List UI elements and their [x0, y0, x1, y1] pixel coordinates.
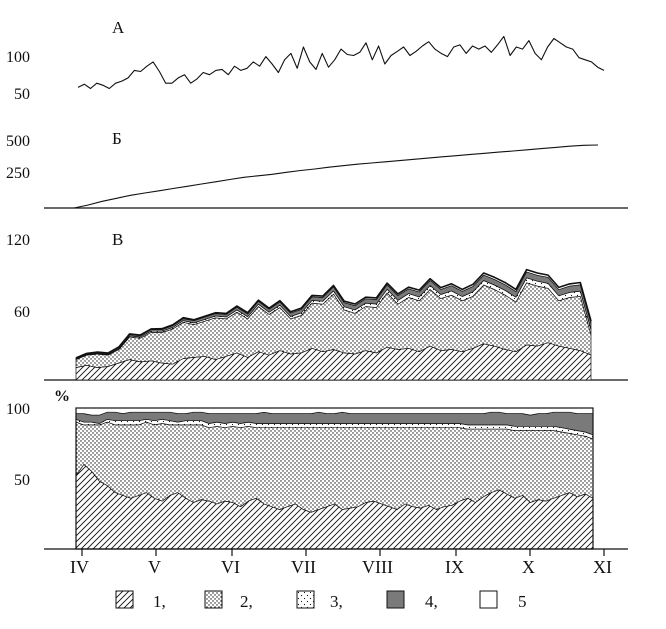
legend-swatch-5	[479, 590, 498, 609]
month-label: IV	[70, 557, 89, 577]
month-label: V	[148, 557, 161, 577]
panel-c-area-total-line	[75, 268, 592, 359]
panel-d-ytick: 50	[14, 472, 30, 489]
panel-c-series	[75, 268, 592, 381]
panel-a-ytick: 50	[14, 86, 30, 103]
panel-b-label: Б	[112, 129, 122, 148]
panel-a-ytick: 100	[6, 49, 30, 66]
month-label: X	[522, 557, 535, 577]
legend-swatch-1	[115, 590, 134, 609]
panel-a-line	[77, 35, 605, 90]
month-label: VI	[221, 557, 240, 577]
month-label: VII	[291, 557, 316, 577]
panel-a-series	[77, 35, 605, 90]
panel-d-ylabel: %	[54, 388, 70, 405]
month-axis: IV V VI VII VIII IX X XI	[70, 549, 612, 577]
panel-a-label: А	[112, 18, 125, 37]
panel-b-ytick: 250	[6, 165, 30, 182]
panel-b: Б 500 250	[6, 129, 628, 209]
panel-c-ytick: 120	[6, 232, 30, 249]
panel-a: А 100 50	[6, 18, 605, 103]
legend-swatch-2	[204, 590, 223, 609]
month-label: XI	[593, 557, 612, 577]
legend-swatch-4	[386, 590, 405, 609]
panel-b-series	[73, 144, 599, 209]
panel-c-ytick: 60	[14, 304, 30, 321]
panel-d-series	[75, 407, 594, 550]
panel-c: В 120 60	[6, 230, 628, 381]
panel-c-label: В	[112, 230, 123, 249]
month-label: IX	[445, 557, 464, 577]
legend-label: 4,	[425, 592, 438, 611]
legend: 1, 2, 3, 4, 5	[115, 590, 527, 611]
panel-b-ytick: 500	[6, 133, 30, 150]
legend-label: 5	[518, 592, 527, 611]
panel-d: % 100 50	[6, 388, 628, 550]
panel-b-line	[73, 144, 599, 209]
panel-d-ytick: 100	[6, 401, 30, 418]
month-label: VIII	[362, 557, 393, 577]
legend-label: 3,	[330, 592, 343, 611]
legend-swatch-3	[296, 590, 315, 609]
legend-label: 2,	[240, 592, 253, 611]
legend-label: 1,	[153, 592, 166, 611]
